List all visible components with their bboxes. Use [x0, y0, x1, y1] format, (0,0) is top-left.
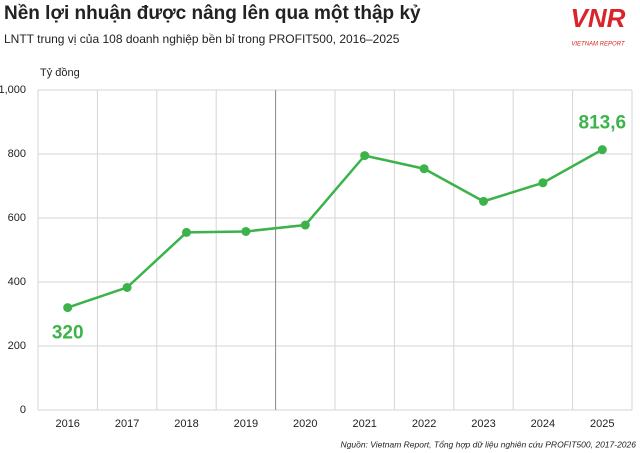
point [63, 303, 73, 313]
line [67, 148, 603, 309]
source: Nguồn: Vietnam Report, Tổng hợp dữ liệu … [341, 439, 637, 449]
chart-title: Nền lợi nhuận được nâng lên qua một thập… [4, 3, 421, 24]
data-label: 813,6 [579, 113, 627, 134]
logo-name: VIETNAM REPORT [571, 42, 626, 48]
x-tick-label: 2019 [234, 418, 258, 430]
point [479, 196, 488, 206]
point [182, 227, 191, 237]
point [419, 164, 429, 174]
y-axis-label: Tỷ đồng [40, 67, 80, 79]
x-tick-label: 2022 [412, 418, 436, 430]
x-tick-label: 2024 [531, 418, 555, 430]
x-tick-label: 2020 [293, 418, 317, 430]
point [122, 282, 132, 292]
point [241, 226, 251, 236]
y-tick-label: 200 [8, 340, 26, 352]
point [597, 145, 607, 155]
y-tick-label: 0 [20, 404, 26, 416]
y-tick-label: 400 [8, 276, 26, 288]
y-tick-label: 600 [8, 212, 26, 224]
x-tick-label: 2025 [590, 418, 614, 430]
x-tick-label: 2017 [115, 418, 139, 430]
y-tick-label: 1,000 [0, 84, 26, 96]
x-tick-label: 2016 [55, 418, 79, 430]
data-label: 320 [52, 323, 84, 344]
x-tick-label: 2023 [471, 418, 495, 430]
chart-subtitle: LNTT trung vị của 108 doanh nghiệp bền b… [4, 32, 400, 46]
point [538, 178, 548, 188]
point [360, 151, 370, 161]
point [300, 220, 310, 230]
y-tick-label: 800 [8, 148, 26, 160]
x-tick-label: 2021 [352, 418, 376, 430]
x-tick-label: 2018 [174, 418, 198, 430]
logo-mark: VNR [571, 3, 626, 33]
